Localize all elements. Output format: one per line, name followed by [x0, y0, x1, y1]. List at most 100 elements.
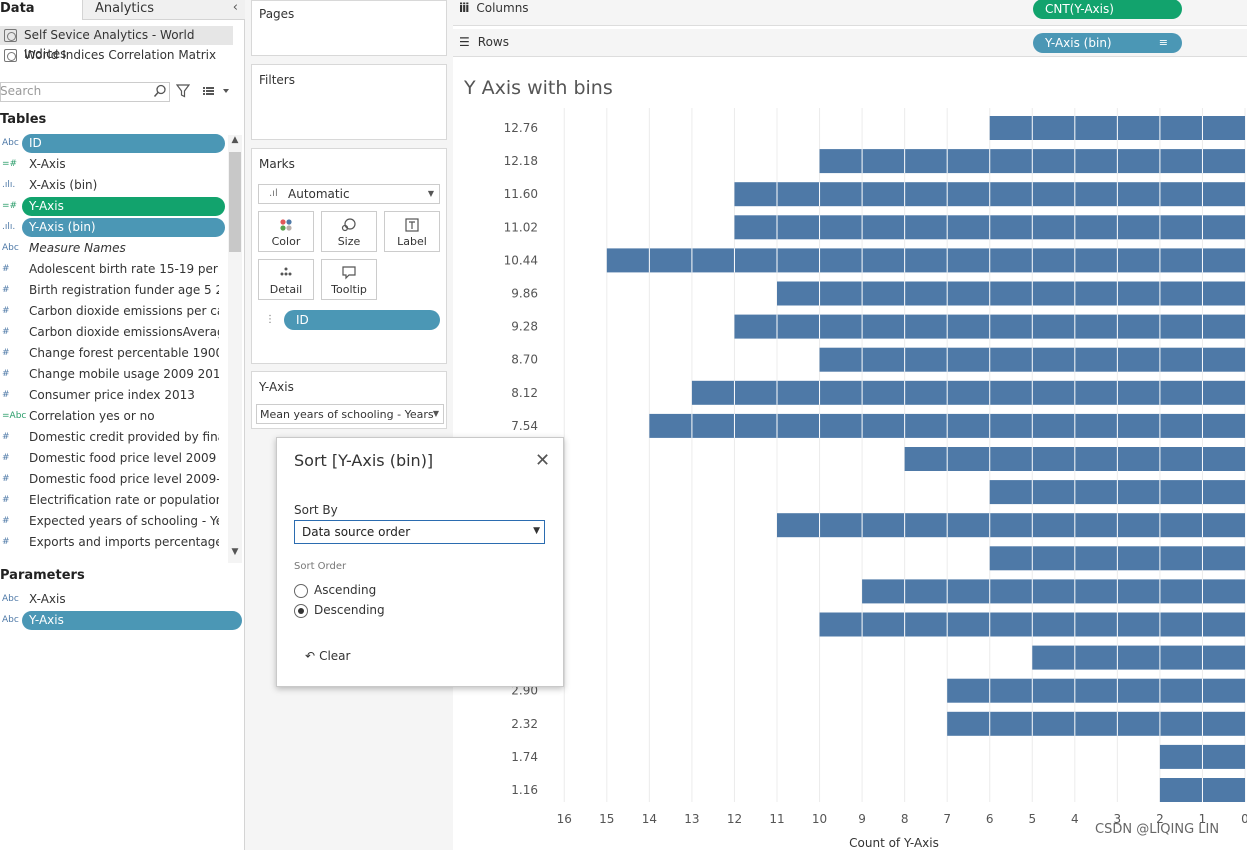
ascending-label[interactable]: Ascending	[314, 583, 377, 597]
filters-card[interactable]: Filters	[251, 64, 447, 140]
field-item[interactable]: # Consumer price index 2013	[0, 385, 228, 405]
field-item[interactable]: # Domestic food price level 2009-...	[0, 469, 228, 489]
bar[interactable]	[606, 248, 1245, 273]
field-item[interactable]: # Carbon dioxide emissions per ca...	[0, 301, 228, 321]
mark-type-select[interactable]: .ıl Automatic ▼	[258, 184, 440, 204]
field-item[interactable]: Abc ID	[0, 133, 228, 153]
tooltip-label: Tooltip	[331, 283, 367, 296]
field-item[interactable]: # Domestic credit provided by fina...	[0, 427, 228, 447]
view-options-icon[interactable]	[202, 84, 232, 98]
bar[interactable]	[777, 513, 1245, 538]
parameter-item[interactable]: Abc X-Axis	[0, 589, 245, 609]
size-label: Size	[337, 235, 361, 248]
scroll-down-icon[interactable]: ▼	[231, 547, 239, 557]
field-item[interactable]: # Adolescent birth rate 15-19 per 1...	[0, 259, 228, 279]
parameter-item[interactable]: Abc Y-Axis	[0, 610, 245, 630]
scrollbar-thumb[interactable]	[229, 152, 241, 252]
sort-by-select[interactable]: Data source order ▼	[294, 520, 545, 544]
field-label: Expected years of schooling - Ye...	[29, 514, 219, 528]
x-tick-label: 3	[1114, 812, 1122, 826]
search-icon[interactable]	[153, 84, 167, 98]
pages-card[interactable]: Pages	[251, 0, 447, 56]
datasource-label: Self Sevice Analytics - World Indices	[24, 28, 195, 61]
parameter-card-title: Y-Axis	[259, 380, 294, 394]
field-label: Consumer price index 2013	[29, 388, 195, 402]
field-item[interactable]: # Domestic food price level 2009 ...	[0, 448, 228, 468]
sort-dialog: Sort [Y-Axis (bin)] ✕ Sort By Data sourc…	[276, 437, 564, 687]
field-item[interactable]: # Change forest percentable 1900 ...	[0, 343, 228, 363]
descending-radio[interactable]	[294, 604, 308, 618]
label-button[interactable]: Label	[384, 211, 440, 252]
field-type-icon: #	[2, 537, 10, 547]
clear-button[interactable]: ↶ Clear	[305, 649, 350, 663]
bar[interactable]	[947, 711, 1245, 736]
field-item[interactable]: =# X-Axis	[0, 154, 228, 174]
chevron-down-icon: ▼	[432, 409, 439, 418]
detail-button[interactable]: Detail	[258, 259, 314, 300]
bar[interactable]	[777, 281, 1245, 306]
datasource-item[interactable]: Self Sevice Analytics - World Indices	[0, 26, 233, 61]
scroll-up-icon[interactable]: ▲	[231, 135, 239, 145]
bar[interactable]	[862, 579, 1245, 604]
bar[interactable]	[691, 380, 1245, 405]
marks-card: Marks .ıl Automatic ▼ Color Size Label D…	[251, 148, 447, 364]
descending-label[interactable]: Descending	[314, 603, 385, 617]
field-item[interactable]: .ılı. X-Axis (bin)	[0, 175, 228, 195]
field-type-icon: =Abc	[2, 411, 27, 421]
x-tick-label: 4	[1071, 812, 1079, 826]
tab-data[interactable]: Data	[0, 1, 35, 16]
undo-icon: ↶	[305, 649, 316, 663]
tooltip-button[interactable]: Tooltip	[321, 259, 377, 300]
y-tick-label: 12.76	[504, 121, 538, 135]
y-tick-label: 11.02	[504, 220, 538, 234]
filter-icon[interactable]	[176, 84, 190, 98]
collapse-pane-icon[interactable]: ‹	[232, 0, 238, 15]
field-item[interactable]: .ılı. Y-Axis (bin)	[0, 217, 228, 237]
x-tick-label: 15	[599, 812, 614, 826]
field-item[interactable]: # Exports and imports percentage ...	[0, 532, 228, 552]
search-input[interactable]	[0, 82, 170, 102]
mark-type-value: Automatic	[288, 187, 350, 201]
field-label: Birth registration funder age 5 2...	[29, 283, 219, 297]
ascending-radio[interactable]	[294, 584, 308, 598]
cards-column: Pages Filters Marks .ıl Automatic ▼ Colo…	[245, 0, 453, 850]
pages-title: Pages	[259, 7, 295, 21]
x-tick-label: 0	[1241, 812, 1247, 826]
columns-text: Columns	[476, 1, 529, 15]
datasource-label: World Indices Correlation Matrix	[24, 48, 217, 62]
field-item[interactable]: # Birth registration funder age 5 2...	[0, 280, 228, 300]
field-type-icon: #	[2, 495, 10, 505]
field-item[interactable]: # Electrification rate or population	[0, 490, 228, 510]
x-tick-label: 9	[858, 812, 866, 826]
marks-pill-id[interactable]: ID	[284, 310, 440, 330]
close-icon[interactable]: ✕	[535, 450, 551, 471]
label-icon	[385, 218, 439, 236]
color-button[interactable]: Color	[258, 211, 314, 252]
size-button[interactable]: Size	[321, 211, 377, 252]
field-item[interactable]: Abc Measure Names	[0, 238, 228, 258]
parameter-value: Mean years of schooling - Years	[260, 408, 434, 421]
parameter-select[interactable]: Mean years of schooling - Years ▼	[256, 404, 444, 424]
sort-order-label: Sort Order	[294, 561, 347, 572]
parameter-type-icon: Abc	[2, 594, 19, 604]
field-item[interactable]: =Abc Correlation yes or no	[0, 406, 228, 426]
bar[interactable]	[947, 678, 1245, 703]
x-tick-label: 13	[684, 812, 699, 826]
field-type-icon: #	[2, 285, 10, 295]
bar[interactable]	[1032, 645, 1245, 670]
y-tick-label: 8.70	[511, 353, 538, 367]
field-item[interactable]: =# Y-Axis	[0, 196, 228, 216]
x-tick-label: 1	[1199, 812, 1207, 826]
rows-label: ☰ Rows	[459, 35, 509, 49]
x-tick-label: 7	[943, 812, 951, 826]
field-item[interactable]: # Carbon dioxide emissionsAverag...	[0, 322, 228, 342]
field-item[interactable]: # Expected years of schooling - Ye...	[0, 511, 228, 531]
datasource-item[interactable]: World Indices Correlation Matrix	[0, 46, 233, 65]
field-type-icon: Abc	[2, 243, 19, 253]
columns-shelf[interactable]: iii Columns CNT(Y-Axis)	[453, 0, 1247, 26]
tab-analytics[interactable]: Analytics	[82, 0, 245, 20]
field-item[interactable]: # Change mobile usage 2009 2014	[0, 364, 228, 384]
rows-pill[interactable]: Y-Axis (bin) ≡	[1033, 33, 1182, 53]
rows-shelf[interactable]: ☰ Rows Y-Axis (bin) ≡	[453, 29, 1247, 57]
columns-pill[interactable]: CNT(Y-Axis)	[1033, 0, 1182, 19]
